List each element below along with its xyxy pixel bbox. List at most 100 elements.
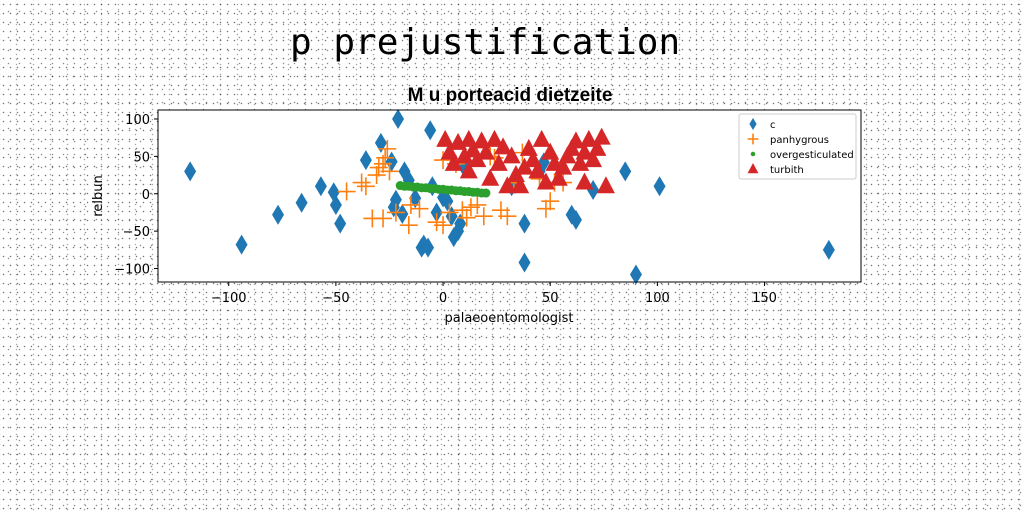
data-point	[541, 192, 560, 211]
legend-marker	[750, 151, 756, 157]
data-point	[584, 150, 603, 168]
data-point	[588, 138, 607, 156]
data-point	[481, 188, 491, 198]
y-tick-label: 100	[125, 113, 150, 128]
data-point	[629, 264, 642, 285]
data-point	[376, 148, 395, 167]
data-point	[515, 157, 534, 175]
legend-label: c	[770, 120, 776, 131]
data-point	[476, 142, 495, 160]
data-point	[441, 191, 454, 212]
data-point	[235, 234, 248, 255]
data-point	[822, 239, 835, 260]
axes: −100 −50 0 50 100 150 −100 −50 0 50 100	[114, 109, 862, 306]
chart-title: M u porteacid dietzeite	[408, 85, 613, 106]
data-point	[329, 194, 342, 215]
y-tick-label: −100	[114, 263, 150, 278]
data-point	[374, 209, 393, 228]
data-point	[386, 203, 405, 222]
data-point	[396, 203, 409, 224]
data-point	[494, 137, 513, 155]
data-point	[380, 162, 399, 181]
legend-label: panhygrous	[770, 135, 829, 146]
data-point	[356, 177, 375, 196]
data-point	[445, 206, 458, 227]
data-point	[455, 146, 474, 164]
y-axis-label: relbun	[91, 175, 106, 216]
data-point	[434, 216, 453, 235]
legend-label: overgesticulated	[770, 150, 854, 161]
data-point	[489, 153, 508, 171]
data-point	[389, 189, 402, 210]
data-point	[592, 127, 611, 145]
legend-marker	[749, 118, 757, 130]
data-point	[485, 129, 504, 147]
data-point	[468, 195, 487, 214]
data-point	[369, 158, 388, 177]
data-point	[392, 108, 405, 129]
x-tick-label: 100	[645, 291, 670, 306]
data-point	[334, 213, 347, 234]
data-point	[511, 176, 530, 194]
data-point	[440, 203, 459, 222]
data-point	[498, 176, 517, 194]
data-point	[422, 237, 435, 258]
data-point	[314, 176, 327, 197]
data-point	[532, 129, 551, 147]
data-point	[295, 192, 308, 213]
data-point	[498, 207, 517, 226]
legend-marker	[747, 163, 759, 174]
data-point	[444, 153, 463, 171]
data-point	[424, 120, 437, 141]
data-point	[359, 150, 372, 171]
legend-marker	[747, 133, 759, 145]
figure-title: p prejustification	[290, 22, 681, 63]
data-point	[401, 195, 420, 214]
data-point	[409, 188, 422, 209]
data-point	[385, 151, 398, 172]
legend-label: turbith	[770, 165, 804, 176]
data-point	[457, 208, 476, 227]
x-tick-label: −100	[211, 291, 247, 306]
y-tick-label: 50	[133, 150, 150, 165]
data-point	[518, 252, 531, 273]
data-point	[374, 132, 387, 153]
data-point	[410, 199, 429, 218]
data-point	[518, 213, 531, 234]
data-point	[554, 157, 573, 175]
x-tick-label: −50	[322, 291, 349, 306]
data-point	[399, 216, 418, 235]
data-point	[184, 161, 197, 182]
x-tick-label: 150	[752, 291, 777, 306]
data-point	[453, 201, 472, 220]
x-tick-label: 50	[542, 291, 559, 306]
data-point	[596, 176, 615, 194]
series-turbith	[436, 127, 615, 194]
x-tick-label: 0	[439, 291, 447, 306]
data-point	[352, 173, 371, 192]
legend: c panhygrous overgesticulated turbith	[738, 113, 857, 180]
data-point	[459, 161, 478, 179]
data-point	[619, 161, 632, 182]
plot-frame	[157, 109, 862, 283]
data-point	[474, 207, 493, 226]
series-overgesticulated	[395, 181, 491, 198]
data-point	[454, 213, 467, 234]
data-point	[569, 209, 582, 230]
data-point	[481, 168, 500, 186]
x-axis-label: palaeoentomologist	[445, 311, 574, 326]
data-point	[536, 199, 555, 218]
data-point	[502, 146, 521, 164]
y-tick-label: −50	[123, 225, 150, 240]
data-point	[337, 182, 356, 201]
data-point	[549, 168, 568, 186]
y-tick-label: 0	[142, 188, 150, 203]
data-point	[436, 129, 455, 147]
data-point	[367, 166, 386, 185]
data-point	[579, 129, 598, 147]
data-point	[528, 161, 547, 179]
data-point	[566, 131, 585, 149]
data-point	[575, 172, 594, 190]
data-point	[468, 150, 487, 168]
